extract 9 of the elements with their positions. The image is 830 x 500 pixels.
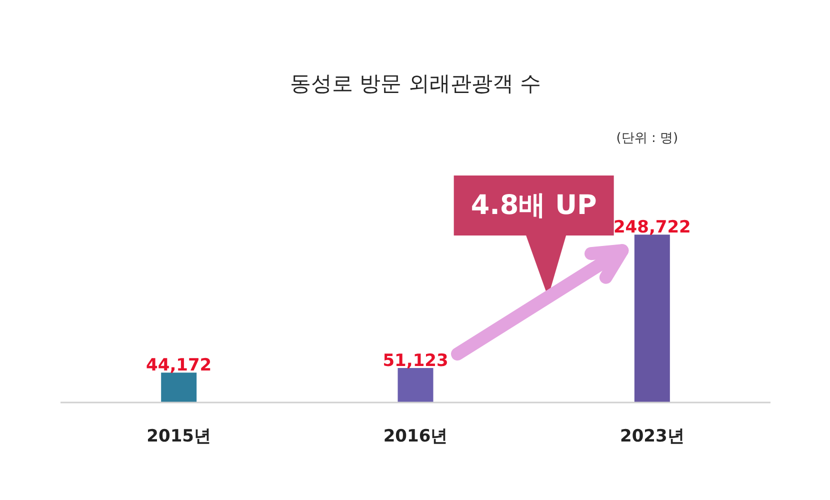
data-label: 248,722 <box>613 218 691 238</box>
x-tick-label: 2015년 <box>146 426 212 446</box>
data-label: 51,123 <box>382 350 448 371</box>
text: 4.8배 UP <box>470 190 597 221</box>
text: (단위 : 명) <box>616 131 678 146</box>
x-tick-label: 2016년 <box>383 426 448 446</box>
data-label: 44,172 <box>146 356 212 376</box>
x-tick-label: 2023년 <box>620 426 684 446</box>
chart-title: 동성로 방문 외래관광객 수 <box>290 72 542 96</box>
